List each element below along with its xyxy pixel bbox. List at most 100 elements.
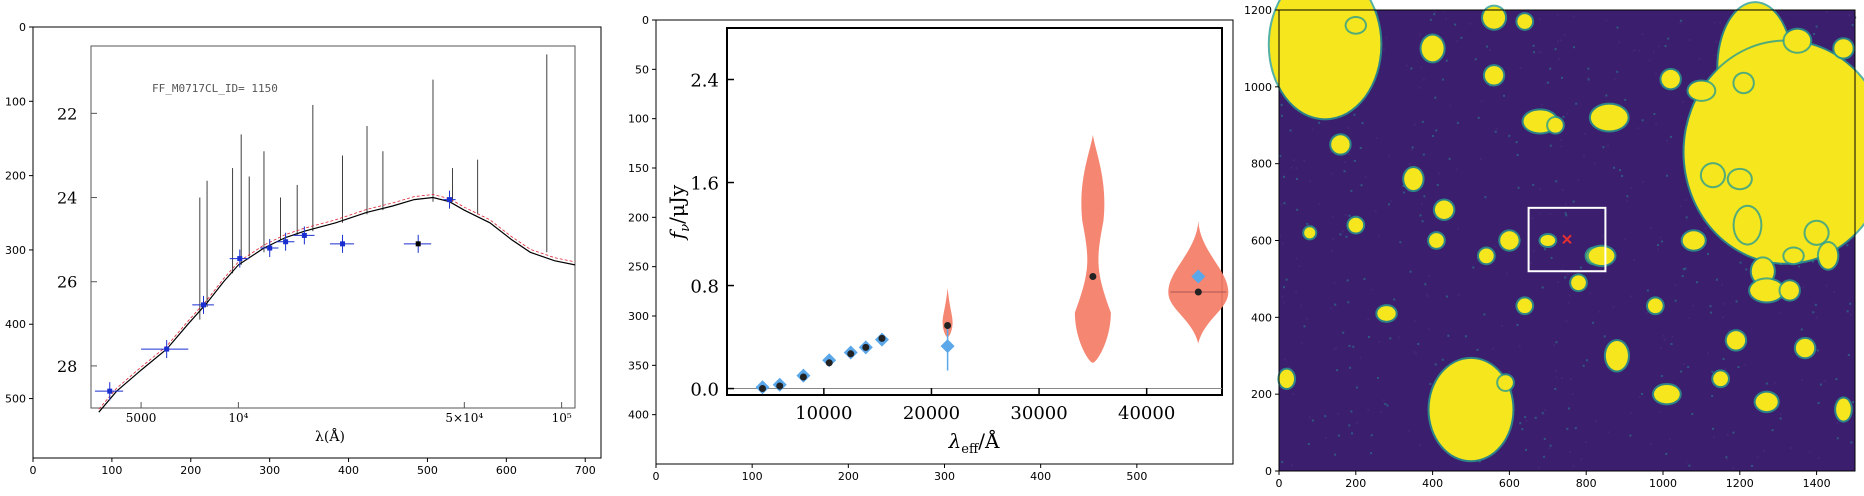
left-y-tick-label: 400 <box>5 318 26 331</box>
sky-noise-speck <box>1460 36 1463 39</box>
sky-noise-speck <box>1638 49 1641 52</box>
sky-noise-speck <box>1405 64 1408 67</box>
sky-noise-speck <box>1567 301 1570 304</box>
sky-noise-speck <box>1663 338 1666 341</box>
sky-noise-speck <box>1281 461 1284 464</box>
sky-noise-speck <box>1722 302 1725 305</box>
sky-noise-speck <box>1555 341 1558 344</box>
sed-tick-labels: 5000 10⁴ 5×10⁴ 10⁵ 22 24 26 28 <box>57 104 572 425</box>
left-outer-x-axis: 0 100 200 300 400 500 600 700 <box>30 458 596 477</box>
sky-noise-speck <box>1370 434 1373 437</box>
sky-noise-speck <box>1648 59 1651 62</box>
left-y-tick-label: 500 <box>5 393 26 406</box>
sky-noise-speck <box>1533 51 1536 54</box>
sky-noise-speck <box>1711 370 1714 373</box>
sky-noise-speck <box>1435 129 1438 132</box>
flux-y-tick-label: 0.0 <box>690 380 719 401</box>
sky-noise-speck <box>1712 427 1715 430</box>
sky-noise-speck <box>1303 325 1306 328</box>
sky-noise-speck <box>1642 180 1645 183</box>
sky-noise-speck <box>1299 304 1302 307</box>
sky-noise-speck <box>1685 216 1688 219</box>
sky-noise-speck <box>1674 299 1677 302</box>
model-flux-marker <box>862 343 870 351</box>
sky-noise-speck <box>1582 364 1585 367</box>
sky-noise-speck <box>1641 393 1644 396</box>
sky-noise-speck <box>1847 354 1850 357</box>
left-x-tick-label: 500 <box>417 464 438 477</box>
sky-noise-speck <box>1726 458 1729 461</box>
sky-noise-speck <box>1363 277 1366 280</box>
sky-noise-speck <box>1352 345 1355 348</box>
sky-noise-speck <box>1711 395 1714 398</box>
sky-noise-speck <box>1832 290 1835 293</box>
sky-noise-speck <box>1517 186 1520 189</box>
sky-noise-speck <box>1561 76 1564 79</box>
model-flux-marker <box>759 385 767 393</box>
sky-noise-speck <box>1612 166 1615 169</box>
sky-noise-speck <box>1541 412 1544 415</box>
sky-noise-speck <box>1584 441 1587 444</box>
right-x-tick-label: 1400 <box>1803 477 1831 490</box>
sky-noise-speck <box>1334 453 1337 456</box>
sky-source <box>1728 169 1751 189</box>
sky-noise-speck <box>1386 404 1389 407</box>
sky-noise-speck <box>1835 378 1838 381</box>
sky-noise-speck <box>1560 39 1563 42</box>
sky-noise-speck <box>1348 424 1351 427</box>
sky-noise-speck <box>1388 154 1391 157</box>
sky-noise-speck <box>1691 304 1694 307</box>
sky-noise-speck <box>1695 281 1698 284</box>
flux-x-tick-label: 20000 <box>903 403 960 424</box>
sky-source <box>1348 217 1364 233</box>
middle-y-tick-label: 200 <box>628 211 649 224</box>
sky-noise-speck <box>1433 13 1436 16</box>
sky-noise-speck <box>1417 343 1420 346</box>
sky-noise-speck <box>1531 217 1534 220</box>
sky-noise-speck <box>1285 278 1288 281</box>
sky-noise-speck <box>1289 129 1292 132</box>
sky-noise-speck <box>1484 196 1487 199</box>
sky-source <box>1661 69 1680 89</box>
sky-source <box>1304 227 1316 239</box>
sky-noise-speck <box>1494 130 1497 133</box>
model-flux-marker <box>847 350 855 358</box>
sky-noise-speck <box>1283 175 1286 178</box>
sky-noise-speck <box>1660 375 1663 378</box>
sky-noise-speck <box>1633 49 1636 52</box>
sky-noise-speck <box>1390 200 1393 203</box>
right-y-tick-label: 200 <box>1251 388 1272 401</box>
sky-noise-speck <box>1296 208 1299 211</box>
sky-noise-speck <box>1442 10 1445 13</box>
sky-noise-speck <box>1434 10 1437 13</box>
right-y-tick-label: 600 <box>1251 235 1272 248</box>
sky-noise-speck <box>1532 44 1535 47</box>
sky-noise-speck <box>1722 316 1725 319</box>
sky-noise-speck <box>1387 203 1390 206</box>
middle-x-tick-label: 300 <box>934 470 955 483</box>
sky-noise-speck <box>1349 366 1352 369</box>
sky-noise-speck <box>1572 46 1575 49</box>
sky-noise-speck <box>1292 159 1295 162</box>
sky-noise-speck <box>1709 305 1712 308</box>
middle-x-tick-label: 200 <box>838 470 859 483</box>
sky-noise-speck <box>1448 157 1451 160</box>
sky-noise-speck <box>1339 233 1342 236</box>
sky-noise-speck <box>1280 203 1283 206</box>
sed-photometry-point <box>141 340 189 359</box>
sky-noise-speck <box>1421 220 1424 223</box>
sky-noise-speck <box>1360 184 1363 187</box>
sky-noise-speck <box>1306 317 1309 320</box>
sky-noise-speck <box>1817 457 1820 460</box>
sky-noise-speck <box>1538 188 1541 191</box>
sky-noise-speck <box>1750 464 1753 467</box>
left-x-tick-label: 200 <box>180 464 201 477</box>
sky-noise-speck <box>1548 447 1551 450</box>
observed-flux-marker <box>1191 269 1206 284</box>
sky-noise-speck <box>1826 10 1829 13</box>
sky-noise-speck <box>1518 345 1521 348</box>
sky-noise-speck <box>1503 94 1506 97</box>
sky-noise-speck <box>1359 356 1362 359</box>
sky-source <box>1346 17 1366 33</box>
